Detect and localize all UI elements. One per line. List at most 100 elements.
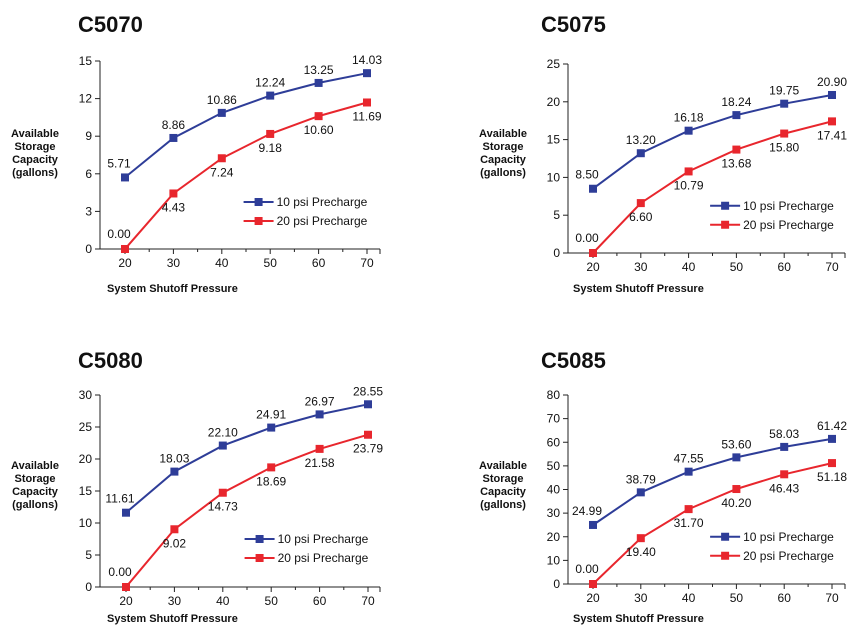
y-tick-label: 5 (85, 548, 92, 562)
y-tick-label: 15 (79, 484, 93, 498)
legend-label: 10 psi Precharge (743, 530, 834, 544)
y-tick-label: 6 (85, 167, 92, 181)
data-point (267, 463, 276, 472)
data-point (121, 173, 129, 182)
legend-label: 20 psi Precharge (278, 551, 369, 565)
data-point (684, 505, 693, 514)
data-label: 51.18 (817, 470, 847, 484)
y-axis-label: Available Storage Capacity (gallons) (479, 128, 527, 179)
line-chart: 0 5 10 15 20 25 20 30 40 50 60 70 8.50 13.20 16.18 18.2… (547, 57, 848, 274)
series-line (124, 72, 368, 179)
data-point (315, 444, 324, 453)
data-point (828, 434, 836, 443)
y-tick-label: 5 (553, 208, 560, 222)
x-tick-label: 30 (634, 591, 648, 605)
y-tick-label: 70 (547, 412, 561, 426)
data-point (364, 400, 372, 409)
data-label: 16.18 (674, 111, 704, 125)
data-label: 23.79 (353, 442, 383, 456)
data-point (170, 525, 179, 534)
x-tick-label: 50 (730, 260, 744, 274)
x-tick-label: 40 (682, 260, 696, 274)
data-label: 20.90 (817, 75, 847, 89)
data-label: 0.00 (575, 562, 599, 576)
data-point (266, 91, 275, 100)
legend-label: 10 psi Precharge (743, 199, 834, 213)
data-point (732, 485, 741, 494)
data-label: 11.61 (105, 492, 134, 506)
data-point (363, 98, 371, 107)
data-label: 26.97 (305, 394, 335, 408)
x-tick-label: 50 (264, 256, 278, 270)
data-label: 10.86 (207, 93, 237, 107)
legend-marker (721, 201, 730, 210)
legend-marker (255, 554, 264, 562)
y-tick-label: 25 (79, 420, 93, 434)
x-tick-label: 30 (168, 594, 182, 608)
data-point (217, 108, 226, 117)
x-axis-label: System Shutoff Pressure (107, 283, 238, 295)
data-point (169, 189, 178, 198)
y-tick-label: 15 (547, 133, 561, 147)
x-tick-label: 70 (825, 591, 839, 605)
data-label: 61.42 (817, 419, 847, 433)
data-label: 6.60 (629, 210, 653, 224)
data-point (780, 129, 789, 138)
data-label: 0.00 (108, 565, 132, 579)
y-tick-label: 30 (79, 388, 93, 402)
data-point (589, 249, 597, 257)
x-tick-label: 70 (361, 594, 375, 608)
y-tick-label: 20 (79, 452, 93, 466)
series-line (592, 94, 833, 190)
data-label: 18.24 (721, 95, 751, 109)
x-tick-label: 40 (216, 594, 230, 608)
y-tick-label: 10 (547, 553, 561, 567)
data-label: 53.60 (721, 437, 751, 451)
data-point (684, 126, 693, 135)
data-point (636, 199, 645, 208)
data-label: 21.58 (305, 456, 335, 470)
y-tick-label: 25 (547, 57, 561, 71)
data-label: 38.79 (626, 472, 656, 486)
data-label: 13.25 (304, 63, 334, 77)
data-label: 0.00 (107, 227, 131, 241)
chart-title: C5075 (541, 12, 606, 37)
data-point (732, 145, 741, 154)
data-point (684, 467, 693, 476)
legend-label: 20 psi Precharge (743, 218, 834, 232)
y-tick-label: 50 (547, 459, 561, 473)
series-line (125, 403, 369, 514)
series-line (125, 433, 369, 588)
legend-marker (255, 535, 264, 543)
data-label: 10.79 (674, 178, 704, 192)
data-label: 10.60 (304, 123, 334, 137)
data-label: 13.68 (721, 157, 751, 171)
data-point (828, 117, 836, 126)
data-point (828, 90, 836, 99)
data-label: 14.73 (208, 500, 238, 514)
y-tick-label: 0 (85, 580, 92, 594)
y-tick-label: 3 (85, 204, 92, 218)
data-label: 7.24 (210, 165, 234, 179)
y-tick-label: 10 (79, 516, 93, 530)
x-tick-label: 40 (215, 256, 229, 270)
data-point (589, 580, 597, 588)
data-point (636, 149, 645, 158)
data-label: 13.20 (626, 133, 656, 147)
y-tick-label: 30 (547, 506, 561, 520)
x-tick-label: 30 (167, 256, 181, 270)
legend-marker (721, 532, 730, 541)
data-label: 19.40 (626, 545, 656, 559)
data-point (267, 423, 276, 432)
data-point (218, 441, 227, 450)
data-label: 5.71 (107, 156, 131, 170)
series-line (124, 101, 368, 250)
data-point (780, 470, 789, 479)
x-tick-label: 60 (778, 260, 792, 274)
data-label: 40.20 (721, 496, 751, 510)
x-tick-label: 70 (360, 256, 374, 270)
data-label: 18.03 (159, 452, 189, 466)
x-tick-label: 30 (634, 260, 648, 274)
data-label: 9.02 (163, 536, 187, 550)
data-point (589, 184, 597, 193)
